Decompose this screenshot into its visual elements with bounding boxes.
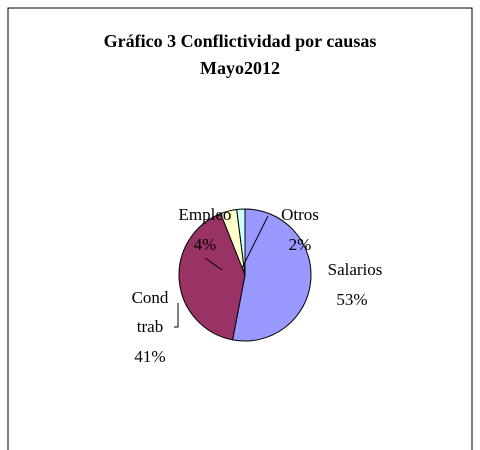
- pie: [178, 208, 312, 342]
- slice-label: Cond trab: [131, 288, 169, 336]
- slice-label: Salarios: [327, 260, 383, 279]
- slice-label: Otros: [281, 205, 319, 224]
- data-label: 4%: [193, 235, 217, 254]
- pie-slice: [232, 208, 312, 342]
- pie-slice: [236, 208, 246, 276]
- chart-subtitle: Mayo2012: [200, 58, 280, 78]
- chart-frame: [7, 7, 473, 450]
- slice-label: Empleo: [178, 205, 232, 224]
- leader-line: [174, 303, 179, 328]
- data-label: 41%: [134, 347, 166, 366]
- leader-line: [204, 257, 223, 271]
- data-label: 2%: [288, 235, 312, 254]
- pie-slice: [178, 212, 246, 341]
- chart-title: Gráfico 3 Conflictividad por causas: [103, 31, 377, 51]
- data-label: 53%: [336, 290, 368, 309]
- leader-line: [241, 215, 269, 269]
